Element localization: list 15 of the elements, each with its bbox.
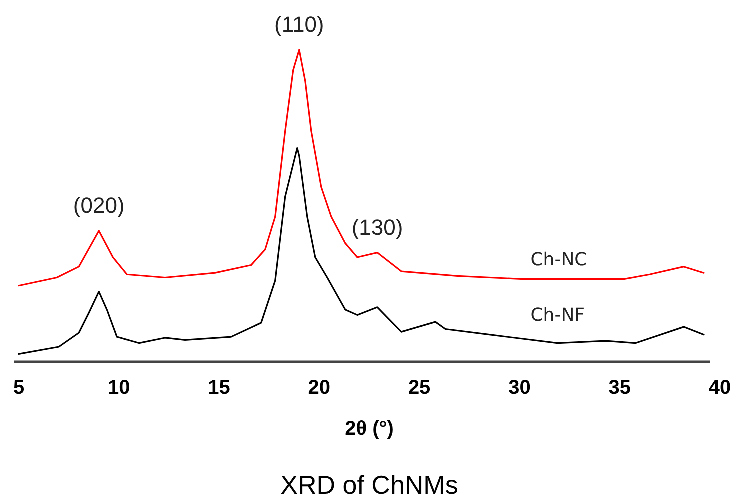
x-tick-label: 25 bbox=[408, 377, 431, 399]
x-tick-label: 40 bbox=[708, 377, 732, 399]
x-tick-label: 35 bbox=[608, 377, 631, 399]
annotation: (110) bbox=[274, 12, 324, 37]
x-tick-label: 5 bbox=[13, 377, 25, 399]
x-tick-label: 15 bbox=[208, 377, 230, 399]
series-label: Ch-NC bbox=[530, 249, 588, 270]
x-tick-label: 30 bbox=[508, 377, 531, 399]
annotation: (020) bbox=[73, 192, 125, 218]
text: XRD of ChNMs bbox=[280, 470, 458, 500]
x-axis-title: 2θ (°) bbox=[345, 418, 394, 440]
annotation: (130) bbox=[352, 214, 404, 240]
series-label: Ch-NF bbox=[530, 304, 586, 326]
x-tick-label: 10 bbox=[108, 377, 130, 399]
x-tick-label: 20 bbox=[308, 377, 331, 399]
